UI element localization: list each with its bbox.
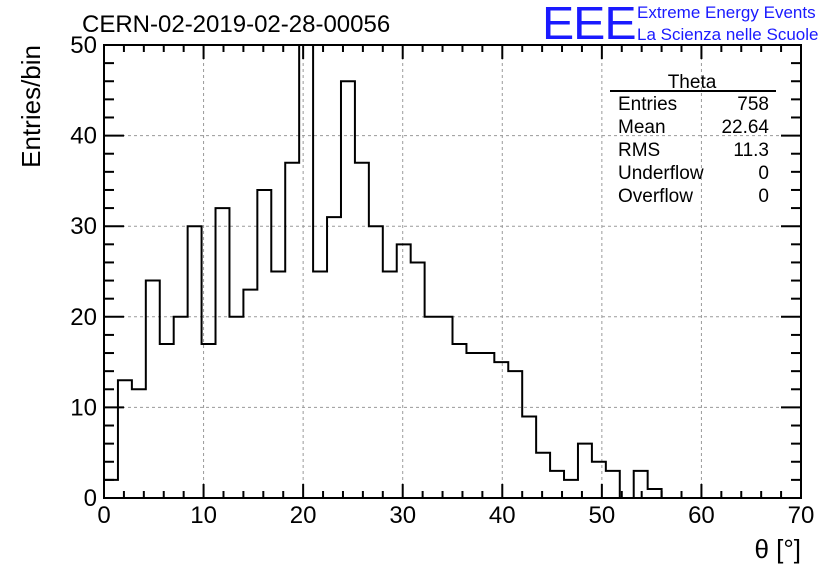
y-tick-label: 50: [70, 32, 97, 59]
histogram-bin: [383, 272, 397, 499]
x-tick-label: 40: [489, 502, 516, 529]
histogram-bin: [243, 290, 257, 498]
logo-line-2: La Scienza nelle Scuole: [637, 25, 818, 44]
histogram-outline: [103, 44, 801, 499]
histogram-bin: [327, 217, 341, 498]
y-tick-labels: 0 10 20 30 40 50: [70, 32, 97, 512]
axis-ticks: [103, 44, 802, 499]
histogram-bin: [216, 208, 230, 498]
x-tick-label: 0: [97, 502, 110, 529]
histogram-bin: [411, 262, 425, 498]
histogram-bin: [466, 353, 480, 498]
eee-logo: EEE: [542, 0, 637, 49]
stats-title: Theta: [668, 72, 717, 93]
stats-row-value: 11.3: [733, 140, 769, 161]
histogram-bin: [146, 281, 160, 498]
histogram-bin: [202, 344, 216, 498]
y-tick-label: 10: [70, 394, 97, 421]
stats-box: Theta Entries 758 Mean 22.64 RMS 11.3 Underflo…: [610, 72, 776, 207]
stats-row-value: 0: [758, 163, 769, 184]
x-axis-label: θ [°]: [754, 534, 801, 564]
histogram-bin: [369, 226, 383, 498]
histogram-bin: [480, 353, 494, 498]
y-tick-label: 30: [70, 213, 97, 240]
x-tick-label: 70: [788, 502, 815, 529]
x-tick-label: 50: [589, 502, 616, 529]
histogram-bin: [299, 45, 313, 498]
histogram-bin: [118, 380, 132, 498]
stats-row-value: 758: [737, 94, 769, 115]
y-tick-label: 40: [70, 123, 97, 150]
histogram-bin: [648, 489, 662, 498]
plot-frame: [103, 44, 802, 499]
histogram-bin: [494, 362, 508, 498]
stats-row-label: Underflow: [618, 163, 704, 184]
stats-row-label: Entries: [618, 94, 677, 115]
histogram-bin: [174, 317, 188, 498]
x-tick-labels: 0 10 20 30 40 50 60 70: [97, 502, 814, 529]
grid-lines: [104, 44, 801, 498]
logo-line-1: Extreme Energy Events: [637, 3, 816, 22]
histogram-bin: [257, 190, 271, 498]
histogram-bin: [285, 163, 299, 498]
histogram-bin: [397, 244, 411, 498]
histogram-bin: [271, 272, 285, 499]
stats-row-label: Overflow: [618, 186, 693, 207]
histogram-bin: [160, 344, 174, 498]
histogram-bin: [592, 462, 606, 498]
x-tick-label: 30: [389, 502, 416, 529]
histogram-bin: [104, 480, 118, 498]
stats-row-value: 0: [758, 186, 769, 207]
histogram-bin: [355, 163, 369, 498]
chart-title: CERN-02-2019-02-28-00056: [82, 11, 390, 38]
stats-row-label: Mean: [618, 117, 666, 138]
histogram-bin: [188, 226, 202, 498]
histogram-bin: [564, 480, 578, 498]
stats-row-label: RMS: [618, 140, 660, 161]
histogram-bin: [341, 81, 355, 498]
stats-rows: Entries 758 Mean 22.64 RMS 11.3 Underflow 0 Over…: [618, 94, 769, 207]
histogram-bin: [606, 471, 620, 498]
y-tick-label: 0: [84, 485, 97, 512]
histogram-bin: [578, 444, 592, 498]
histogram-bin: [508, 371, 522, 498]
y-axis-label: Entries/bin: [16, 45, 46, 168]
histogram-bin: [453, 344, 467, 498]
histogram-bin: [313, 272, 327, 499]
x-tick-label: 10: [190, 502, 217, 529]
histogram-bin: [522, 416, 536, 498]
x-tick-label: 20: [290, 502, 317, 529]
stats-row-value: 22.64: [721, 117, 769, 138]
y-tick-label: 20: [70, 304, 97, 331]
x-tick-label: 60: [688, 502, 715, 529]
histogram-bin: [132, 389, 146, 498]
